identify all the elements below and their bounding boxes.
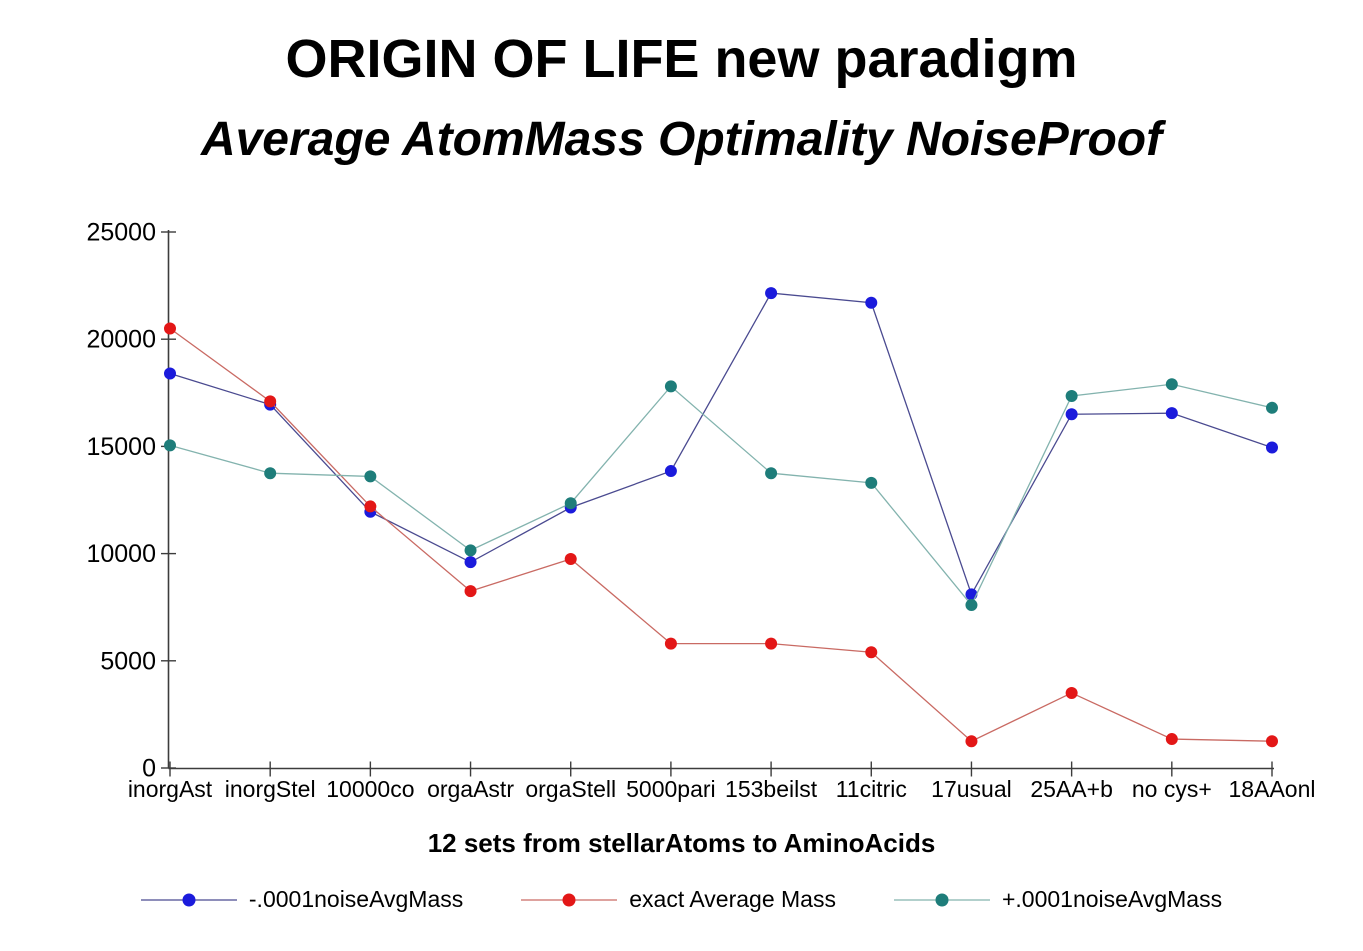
data-point-s1-4 bbox=[564, 552, 577, 565]
data-point-s1-10 bbox=[1165, 733, 1178, 746]
legend-label: exact Average Mass bbox=[629, 886, 836, 912]
x-category-label: orgaStell bbox=[525, 776, 616, 802]
data-point-s0-8 bbox=[965, 588, 978, 601]
data-point-s1-1 bbox=[264, 395, 277, 408]
data-point-s0-7 bbox=[865, 296, 878, 309]
data-point-s2-7 bbox=[865, 476, 878, 489]
data-point-s1-2 bbox=[364, 500, 377, 513]
x-category-label: no cys+ bbox=[1132, 776, 1212, 802]
y-tick-label: 5000 bbox=[100, 647, 156, 675]
x-category-label: 18AAonl bbox=[1229, 776, 1316, 802]
data-point-s0-9 bbox=[1065, 408, 1078, 421]
data-point-s2-0 bbox=[164, 439, 176, 452]
data-point-s1-8 bbox=[965, 735, 978, 748]
data-point-s2-3 bbox=[464, 544, 477, 557]
series-line-2 bbox=[169, 383, 1273, 607]
data-point-s0-10 bbox=[1165, 407, 1178, 420]
data-point-s0-6 bbox=[765, 287, 778, 300]
x-category-label: 153beilst bbox=[725, 776, 818, 802]
data-point-s1-7 bbox=[865, 646, 878, 659]
legend-item-2: +.0001noiseAvgMass bbox=[893, 886, 1223, 913]
y-tick-label: 25000 bbox=[86, 219, 156, 247]
data-point-s1-11 bbox=[1266, 735, 1278, 748]
x-category-label: 5000pari bbox=[626, 776, 716, 802]
legend-marker-icon bbox=[140, 893, 237, 906]
data-point-s2-4 bbox=[564, 497, 577, 510]
x-category-label: 25AA+b bbox=[1030, 776, 1113, 802]
series-line-1 bbox=[169, 327, 1273, 742]
data-point-s0-3 bbox=[464, 556, 477, 569]
x-category-label: inorgAst bbox=[128, 776, 213, 802]
data-point-s1-9 bbox=[1065, 686, 1078, 699]
data-point-s1-6 bbox=[765, 637, 778, 650]
x-category-label: 17usual bbox=[931, 776, 1012, 802]
data-point-s0-5 bbox=[664, 465, 677, 478]
data-point-s2-5 bbox=[664, 380, 677, 393]
data-point-s2-11 bbox=[1266, 401, 1278, 414]
x-category-label: inorgStel bbox=[225, 776, 316, 802]
legend-marker-icon bbox=[521, 893, 618, 906]
legend-dot bbox=[182, 893, 196, 906]
data-point-s2-8 bbox=[965, 599, 978, 612]
data-point-s0-11 bbox=[1266, 441, 1278, 454]
legend-item-1: exact Average Mass bbox=[521, 886, 836, 913]
chart-subtitle: Average AtomMass Optimality NoiseProof bbox=[200, 113, 1163, 166]
legend-label: -.0001noiseAvgMass bbox=[248, 886, 464, 912]
x-category-label: 10000co bbox=[326, 776, 414, 802]
legend-item-0: -.0001noiseAvgMass bbox=[140, 886, 464, 913]
data-point-s1-5 bbox=[664, 637, 677, 650]
legend: -.0001noiseAvgMass exact Average Mass +.00… bbox=[0, 886, 1363, 913]
data-point-s1-3 bbox=[464, 585, 477, 598]
x-category-label: orgaAstr bbox=[427, 776, 514, 802]
data-point-s2-1 bbox=[264, 467, 277, 480]
x-axis-title: 12 sets from stellarAtoms to AminoAcids bbox=[427, 828, 936, 858]
x-category-label: 11citric bbox=[836, 776, 907, 802]
data-point-s1-0 bbox=[164, 322, 176, 335]
y-tick-label: 0 bbox=[142, 755, 156, 783]
legend-marker-icon bbox=[893, 893, 990, 906]
data-point-s2-2 bbox=[364, 470, 377, 483]
data-point-s2-9 bbox=[1065, 390, 1078, 403]
data-point-s0-0 bbox=[164, 367, 176, 380]
y-tick-label: 10000 bbox=[86, 540, 156, 568]
legend-dot bbox=[562, 893, 576, 906]
legend-dot bbox=[935, 893, 949, 906]
data-point-s2-6 bbox=[765, 467, 778, 480]
legend-label: +.0001noiseAvgMass bbox=[1001, 886, 1223, 912]
data-point-s2-10 bbox=[1165, 378, 1178, 391]
y-tick-label: 15000 bbox=[86, 433, 156, 461]
y-tick-label: 20000 bbox=[86, 326, 156, 354]
chart-title: ORIGIN OF LIFE new paradigm bbox=[285, 29, 1078, 89]
series-line-0 bbox=[169, 292, 1273, 596]
